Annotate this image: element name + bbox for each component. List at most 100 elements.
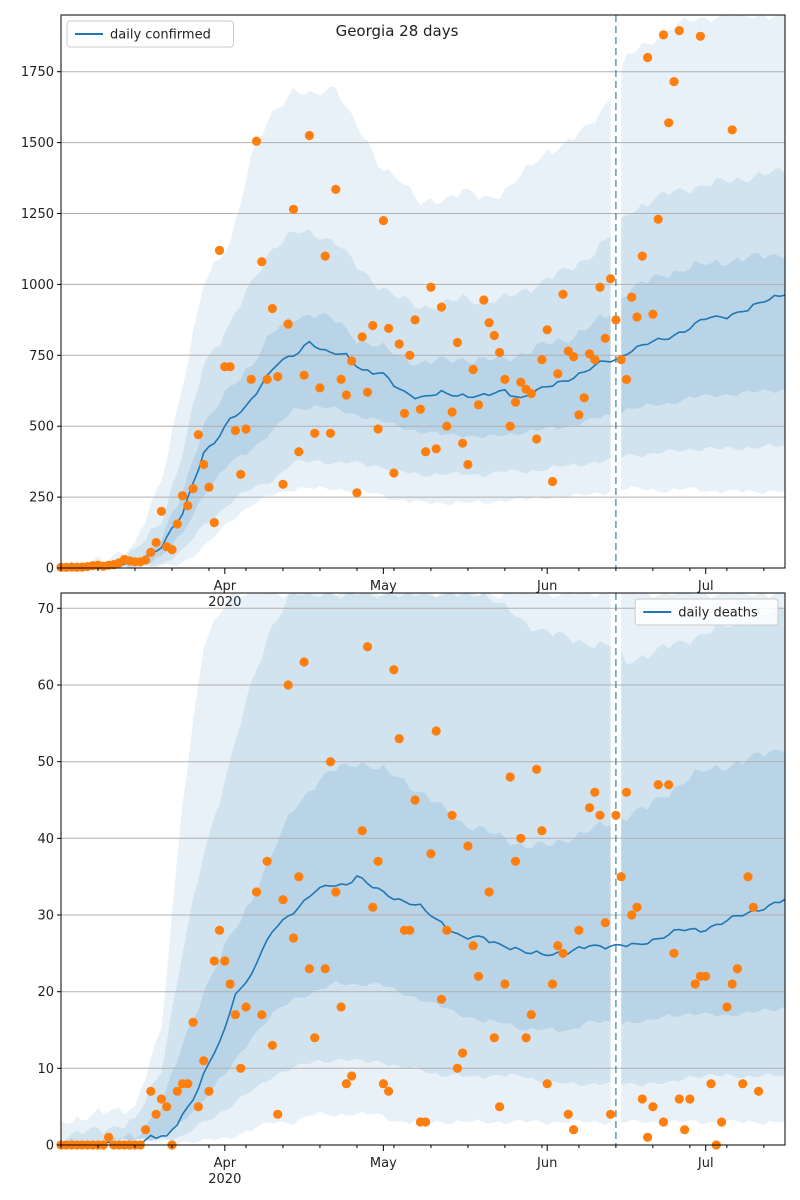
data-point bbox=[273, 1109, 283, 1119]
data-point bbox=[606, 1109, 616, 1119]
data-point bbox=[600, 918, 610, 928]
data-point bbox=[521, 1033, 531, 1043]
data-point bbox=[542, 1079, 552, 1089]
data-point bbox=[315, 383, 325, 393]
y-tick-label: 0 bbox=[46, 1139, 54, 1154]
data-point bbox=[209, 518, 219, 528]
y-tick-label: 50 bbox=[37, 755, 54, 770]
data-point bbox=[273, 372, 283, 382]
data-point bbox=[341, 390, 351, 400]
data-point bbox=[632, 902, 642, 912]
data-point bbox=[532, 764, 542, 774]
data-point bbox=[732, 964, 743, 974]
data-point bbox=[547, 476, 558, 487]
data-point bbox=[648, 1102, 658, 1112]
band-inner-forecast bbox=[621, 749, 785, 1025]
data-point bbox=[680, 1125, 690, 1135]
data-point bbox=[421, 1117, 431, 1127]
data-point bbox=[257, 257, 267, 267]
data-point bbox=[727, 979, 737, 989]
data-point bbox=[146, 547, 156, 558]
data-point bbox=[310, 428, 320, 438]
data-point bbox=[410, 315, 420, 325]
data-point bbox=[320, 964, 330, 974]
data-point bbox=[754, 1086, 764, 1096]
x-tick-label: Jul bbox=[697, 1156, 714, 1171]
data-point bbox=[331, 184, 341, 194]
data-point bbox=[246, 374, 256, 384]
data-point bbox=[172, 1086, 182, 1096]
data-point bbox=[558, 948, 568, 958]
band-mid-forecast bbox=[621, 168, 785, 459]
data-point bbox=[616, 355, 626, 365]
data-point bbox=[563, 1109, 573, 1119]
data-point bbox=[695, 31, 706, 41]
data-point bbox=[283, 680, 293, 690]
data-point bbox=[236, 1063, 246, 1073]
y-tick-label: 500 bbox=[29, 420, 54, 435]
data-point bbox=[611, 315, 621, 325]
data-point bbox=[193, 430, 203, 440]
data-point bbox=[347, 1071, 357, 1081]
data-point bbox=[510, 856, 521, 866]
data-point bbox=[473, 971, 484, 981]
data-point bbox=[304, 130, 314, 141]
deaths-median-line bbox=[60, 875, 786, 1146]
data-point bbox=[447, 810, 457, 820]
data-point bbox=[230, 1010, 240, 1020]
data-point bbox=[151, 537, 161, 548]
data-point bbox=[362, 642, 373, 652]
data-point bbox=[484, 887, 494, 897]
data-point bbox=[632, 312, 642, 322]
data-point bbox=[442, 925, 452, 935]
data-point bbox=[627, 292, 637, 302]
data-point bbox=[283, 319, 293, 329]
data-point bbox=[199, 459, 209, 470]
data-point bbox=[357, 332, 367, 342]
confirmed-y-axis: 0 250 500 750 1000 1250 1500 1750 bbox=[21, 65, 61, 577]
data-point bbox=[241, 1002, 251, 1012]
y-tick-label: 1500 bbox=[21, 136, 54, 151]
median-line bbox=[60, 294, 786, 569]
data-point bbox=[569, 1125, 579, 1135]
data-point bbox=[241, 424, 251, 434]
data-point bbox=[473, 400, 484, 410]
data-point bbox=[325, 428, 336, 438]
data-point bbox=[458, 438, 468, 448]
band-mid-fit bbox=[61, 229, 611, 569]
data-point bbox=[431, 726, 441, 736]
data-point bbox=[500, 374, 510, 384]
data-point bbox=[373, 424, 383, 434]
band-inner-fit bbox=[61, 313, 611, 568]
band-mid-forecast bbox=[621, 606, 785, 1087]
y-tick-label: 30 bbox=[37, 909, 54, 924]
data-point bbox=[495, 347, 505, 358]
data-point bbox=[421, 447, 431, 457]
data-point bbox=[405, 350, 415, 360]
data-point bbox=[214, 245, 225, 255]
data-point bbox=[214, 925, 225, 935]
data-point bbox=[299, 370, 309, 380]
y-tick-label: 40 bbox=[37, 832, 54, 847]
legend-label: daily confirmed bbox=[110, 28, 211, 43]
y-tick-label: 20 bbox=[37, 985, 54, 1000]
data-point bbox=[637, 1094, 647, 1104]
data-point bbox=[621, 787, 632, 797]
data-point bbox=[516, 377, 526, 387]
deaths-legend: daily deaths bbox=[634, 598, 779, 626]
data-point bbox=[537, 826, 547, 836]
data-point bbox=[574, 925, 584, 935]
data-point bbox=[452, 1063, 462, 1073]
data-point bbox=[553, 941, 563, 951]
confirmed-median-line bbox=[60, 294, 786, 569]
data-point bbox=[595, 810, 605, 820]
data-point bbox=[701, 971, 711, 981]
y-tick-label: 1250 bbox=[21, 207, 54, 222]
data-point bbox=[468, 364, 478, 375]
median-line bbox=[60, 875, 786, 1146]
y-tick-label: 70 bbox=[37, 602, 54, 617]
data-point bbox=[674, 26, 684, 36]
